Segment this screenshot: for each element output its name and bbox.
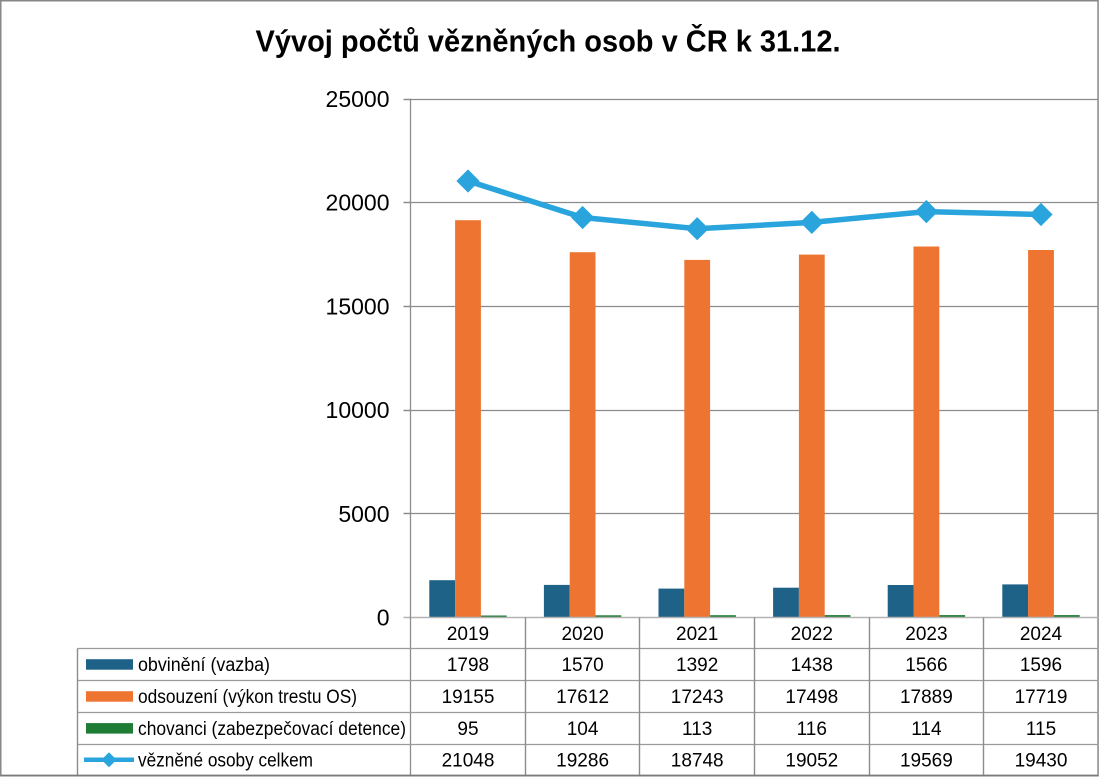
svg-text:25000: 25000: [326, 86, 390, 112]
svg-text:104: 104: [567, 719, 599, 740]
svg-text:115: 115: [1026, 719, 1056, 740]
svg-text:17243: 17243: [671, 687, 724, 708]
svg-text:1596: 1596: [1020, 655, 1062, 676]
svg-text:19430: 19430: [1015, 751, 1068, 772]
svg-text:19155: 19155: [442, 687, 495, 708]
svg-text:114: 114: [911, 719, 942, 740]
svg-text:2019: 2019: [447, 624, 489, 645]
svg-text:20000: 20000: [326, 190, 390, 216]
svg-text:18748: 18748: [671, 751, 724, 772]
svg-text:1798: 1798: [447, 655, 489, 676]
svg-text:5000: 5000: [338, 501, 389, 527]
svg-text:chovanci (zabezpečovací detenc: chovanci (zabezpečovací detence): [138, 719, 406, 740]
svg-text:113: 113: [682, 719, 712, 740]
svg-text:17719: 17719: [1015, 687, 1068, 708]
svg-text:2022: 2022: [791, 624, 833, 645]
svg-text:vězněné osoby celkem: vězněné osoby celkem: [138, 751, 313, 772]
svg-text:19052: 19052: [785, 751, 838, 772]
svg-text:15000: 15000: [326, 293, 390, 319]
svg-text:116: 116: [797, 719, 827, 740]
svg-text:1570: 1570: [561, 655, 603, 676]
svg-text:1392: 1392: [676, 655, 718, 676]
svg-text:2024: 2024: [1020, 624, 1063, 645]
svg-text:odsouzení (výkon trestu OS): odsouzení (výkon trestu OS): [138, 687, 357, 708]
svg-text:0: 0: [377, 605, 390, 631]
svg-text:2020: 2020: [561, 624, 603, 645]
svg-text:17889: 17889: [900, 687, 953, 708]
svg-text:19286: 19286: [556, 751, 609, 772]
svg-text:Vývoj počtů vězněných osob v Č: Vývoj počtů vězněných osob v ČR k 31.12.: [256, 23, 841, 59]
svg-text:95: 95: [457, 719, 478, 740]
svg-text:21048: 21048: [442, 751, 495, 772]
svg-text:obvinění (vazba): obvinění (vazba): [138, 655, 270, 676]
svg-text:1438: 1438: [791, 655, 833, 676]
svg-text:2021: 2021: [676, 624, 718, 645]
svg-text:1566: 1566: [905, 655, 947, 676]
svg-text:19569: 19569: [900, 751, 953, 772]
svg-text:17498: 17498: [785, 687, 838, 708]
svg-text:17612: 17612: [556, 687, 609, 708]
svg-text:2023: 2023: [905, 624, 947, 645]
svg-text:10000: 10000: [326, 397, 390, 423]
